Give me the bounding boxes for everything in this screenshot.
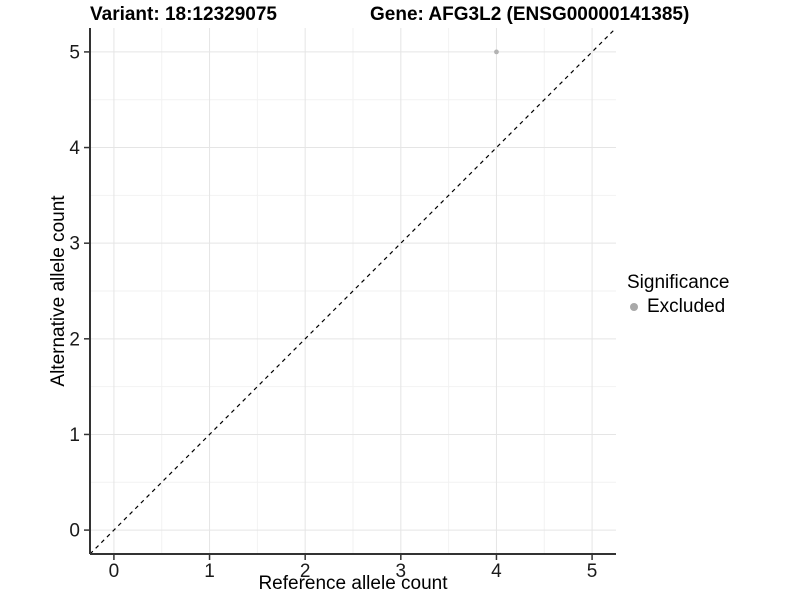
legend-item-excluded: Excluded [627,296,729,317]
legend-title: Significance [627,272,730,293]
y-tick-label: 1 [69,425,80,446]
y-tick-label: 0 [69,521,80,542]
y-axis-title: Alternative allele count [48,195,69,387]
y-tick-label: 5 [69,42,80,63]
x-axis-title: Reference allele count [258,573,448,594]
x-tick-label: 4 [491,561,502,582]
x-tick-label: 2 [300,561,311,582]
gene-title: Gene: AFG3L2 (ENSG00000141385) [370,4,690,25]
excluded-point-icon [630,302,638,311]
y-tick-label: 3 [69,234,80,255]
data-point [494,49,499,55]
variant-title: Variant: 18:12329075 [90,4,277,25]
x-tick-label: 1 [204,561,215,582]
legend-item-label: Excluded [647,296,726,317]
x-tick-label: 5 [587,561,598,582]
y-tick-label: 4 [69,138,80,159]
identity-dashed-line [89,27,617,555]
x-tick-label: 3 [396,561,407,582]
y-tick-label: 2 [69,329,80,350]
legend-key [627,298,644,315]
legend: Significance Excluded [627,271,729,317]
x-tick-label: 0 [109,561,120,582]
